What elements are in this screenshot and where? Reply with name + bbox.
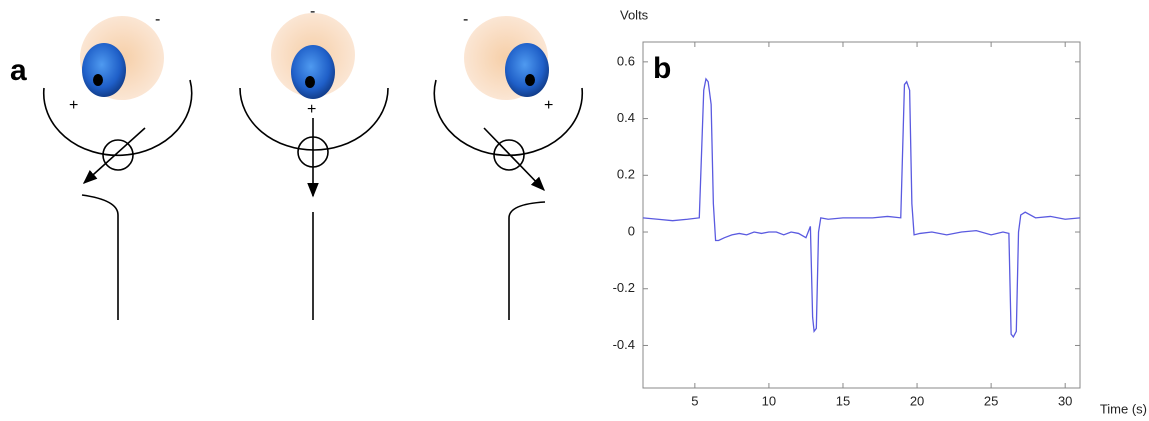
x-tick-label: 10 — [762, 393, 776, 408]
signal-line — [642, 77, 1081, 339]
sign: - — [463, 11, 468, 28]
eye-diagram: - + — [42, 11, 193, 320]
y-tick-label: 0.4 — [617, 110, 635, 125]
sign: - — [155, 11, 160, 28]
sign: - — [310, 3, 315, 20]
eye-diagram: - + — [433, 11, 584, 320]
eye-diagram: - + — [239, 3, 389, 320]
panel-label: b — [653, 52, 671, 85]
sign: + — [544, 97, 553, 114]
x-tick-label: 5 — [691, 393, 698, 408]
x-tick-label: 20 — [910, 393, 924, 408]
y-tick-label: -0.2 — [613, 280, 635, 295]
plot-frame — [642, 41, 1081, 389]
y-tick-label: 0 — [628, 223, 635, 238]
sign: + — [69, 97, 78, 114]
sign: + — [307, 101, 316, 118]
y-tick-label: 0.2 — [617, 167, 635, 182]
x-axis-label: Time (s) — [1100, 401, 1147, 416]
panel-label: a — [10, 54, 27, 87]
x-tick-label: 25 — [984, 393, 998, 408]
x-tick-label: 30 — [1058, 393, 1072, 408]
x-tick-label: 15 — [836, 393, 850, 408]
y-axis-label: Volts — [620, 7, 649, 22]
y-tick-label: 0.6 — [617, 53, 635, 68]
y-tick-label: -0.4 — [613, 337, 635, 352]
